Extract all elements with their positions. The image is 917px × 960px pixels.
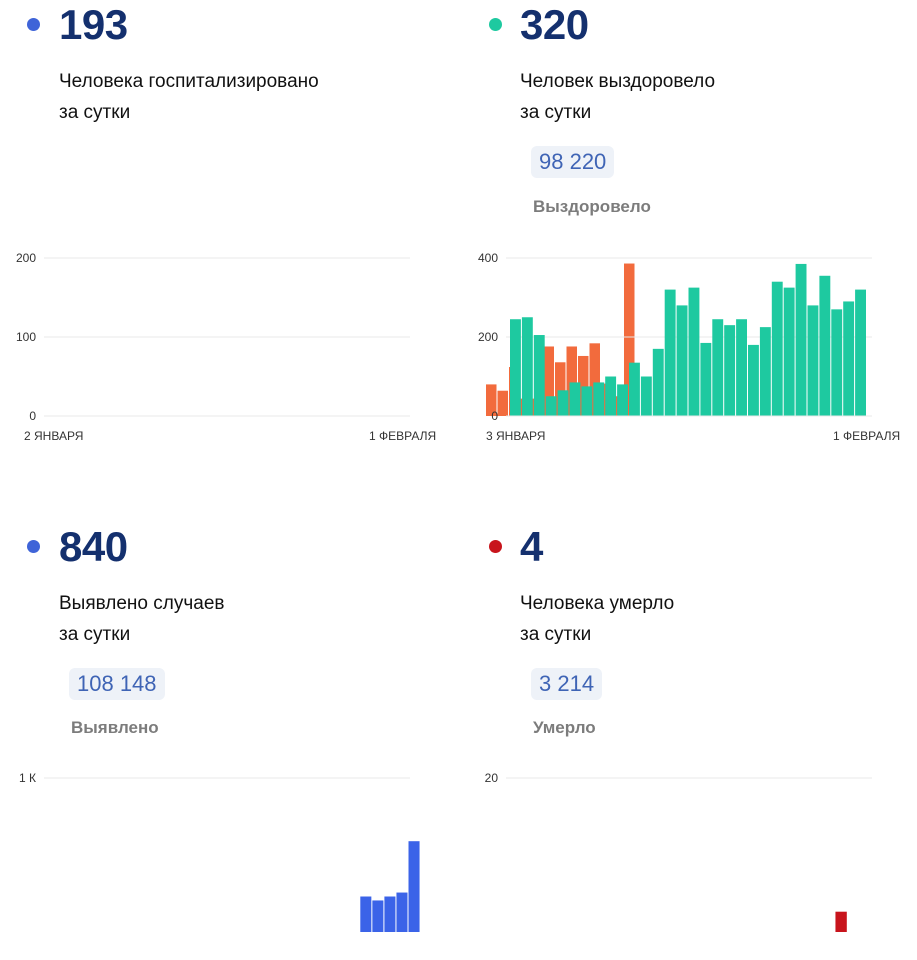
total-value: 108 148: [69, 668, 165, 700]
bullet-dot: [27, 540, 40, 553]
bar: [408, 841, 420, 932]
total-value: 98 220: [531, 146, 615, 178]
daily-description: Человека госпитализировано за сутки: [59, 71, 319, 123]
bar: [593, 382, 605, 416]
daily-description: Человека умерло за сутки: [520, 593, 675, 645]
x-start-label: 3 ЯНВАРЯ: [486, 429, 545, 443]
x-start-label: 2 ЯНВАРЯ: [24, 429, 83, 443]
panel-recovered: 320 Человек выздоровело за сутки 98 220 …: [462, 0, 902, 444]
bar: [589, 343, 600, 416]
daily-count: 840: [59, 523, 128, 570]
bar: [557, 390, 569, 416]
bar: [748, 344, 759, 416]
y-tick-label: 100: [16, 330, 36, 344]
panel-detected: 840 Выявлено случаев за сутки 108 148 Вы…: [0, 520, 440, 960]
bar: [543, 346, 554, 416]
y-tick-label: 200: [16, 251, 36, 265]
bar: [545, 396, 557, 416]
total-value: 3 214: [531, 668, 603, 700]
bar: [843, 301, 855, 416]
bar: [578, 355, 589, 416]
bullet-dot: [27, 18, 40, 31]
bullet-dot: [489, 540, 502, 553]
bar: [497, 390, 508, 416]
bar: [736, 319, 747, 416]
bar: [640, 376, 652, 416]
y-tick-label: 0: [491, 409, 498, 423]
daily-description: Выявлено случаев за сутки: [59, 593, 225, 645]
bar: [759, 327, 771, 416]
bar: [384, 896, 396, 932]
bar: [724, 325, 736, 416]
y-tick-label: 0: [29, 409, 36, 423]
bar: [566, 346, 577, 416]
bar: [783, 287, 795, 416]
total-label: Умерло: [533, 718, 596, 737]
bar: [712, 319, 724, 416]
bar: [795, 263, 807, 416]
y-tick-label: 20: [485, 771, 499, 785]
bar: [664, 289, 676, 416]
bullet-dot: [489, 18, 502, 31]
bar: [629, 362, 640, 416]
panel-hospitalized: 193 Человека госпитализировано за сутки …: [0, 0, 635, 443]
total-label: Выздоровело: [533, 197, 651, 216]
bar: [807, 305, 819, 416]
x-end-label: 1 ФЕВРАЛЯ: [833, 429, 900, 443]
daily-count: 193: [59, 1, 128, 48]
bar: [688, 287, 700, 416]
bar: [533, 335, 545, 416]
y-tick-label: 200: [478, 330, 498, 344]
bar: [555, 362, 566, 416]
daily-description: Человек выздоровело за сутки: [520, 71, 716, 123]
x-end-label: 1 ФЕВРАЛЯ: [369, 429, 436, 443]
y-tick-label: 400: [478, 251, 498, 265]
bar: [819, 275, 831, 416]
y-tick-label: 1 К: [19, 771, 36, 785]
bar: [396, 892, 408, 932]
bar: [700, 342, 712, 416]
total-label: Выявлено: [71, 718, 159, 737]
bar: [521, 317, 533, 416]
hospitalized-chart: 0 100 200 2 ЯНВАРЯ 1 ФЕВРАЛЯ: [16, 251, 635, 443]
bar: [835, 911, 847, 932]
bar: [486, 384, 497, 416]
bar: [771, 281, 783, 416]
recovered-chart: 0 200 400 3 ЯНВАРЯ 1 ФЕВРАЛЯ: [478, 251, 900, 443]
bar: [360, 896, 372, 932]
bar: [831, 309, 843, 416]
bar: [676, 305, 688, 416]
detected-chart: 1 К: [19, 771, 420, 932]
bar: [617, 384, 628, 416]
panel-died: 4 Человека умерло за сутки 3 214 Умерло …: [462, 520, 902, 960]
daily-count: 320: [520, 1, 589, 48]
bar: [855, 289, 866, 416]
bar: [624, 263, 635, 416]
bar: [569, 382, 581, 416]
bar: [581, 386, 593, 416]
bar: [605, 376, 617, 416]
died-chart: 20: [485, 771, 872, 932]
daily-count: 4: [520, 523, 543, 570]
bar: [510, 319, 521, 416]
bar: [372, 900, 384, 932]
bar: [652, 348, 664, 416]
